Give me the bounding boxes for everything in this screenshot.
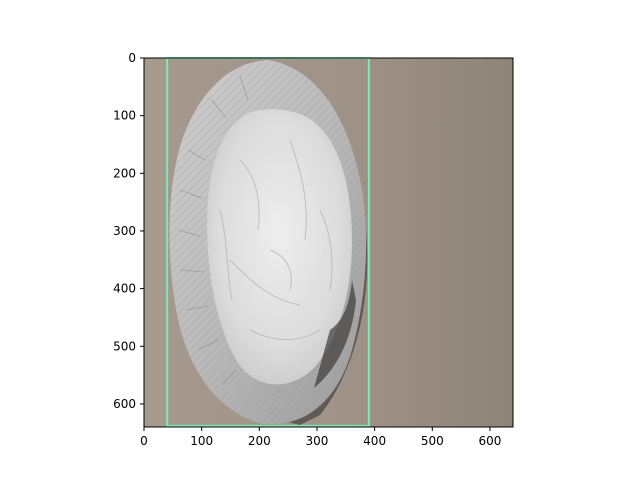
inner-edge-shadow [314, 280, 356, 388]
y-tick-label: 600 [113, 397, 136, 411]
y-tick-label: 400 [113, 282, 136, 296]
y-tick-label: 300 [113, 224, 136, 238]
foil-folds [219, 139, 333, 340]
x-tick-label: 100 [190, 434, 213, 448]
plot-area [143, 57, 514, 428]
x-tick-label: 200 [248, 434, 271, 448]
y-axis: 0 100 200 300 400 500 600 [113, 51, 144, 411]
y-tick-label: 100 [113, 109, 136, 123]
x-tick-label: 0 [140, 434, 148, 448]
x-axis: 0 100 200 300 400 500 600 [140, 427, 501, 448]
axes-frame [143, 57, 514, 428]
y-tick-label: 500 [113, 339, 136, 353]
rim-folds [177, 75, 249, 386]
y-tick-label: 200 [113, 166, 136, 180]
x-tick-label: 300 [306, 434, 329, 448]
tin-inner-bowl [207, 109, 352, 385]
photo [144, 58, 513, 427]
x-tick-label: 600 [478, 434, 501, 448]
y-tick-label: 0 [128, 51, 136, 65]
x-tick-label: 500 [421, 434, 444, 448]
x-tick-label: 400 [363, 434, 386, 448]
